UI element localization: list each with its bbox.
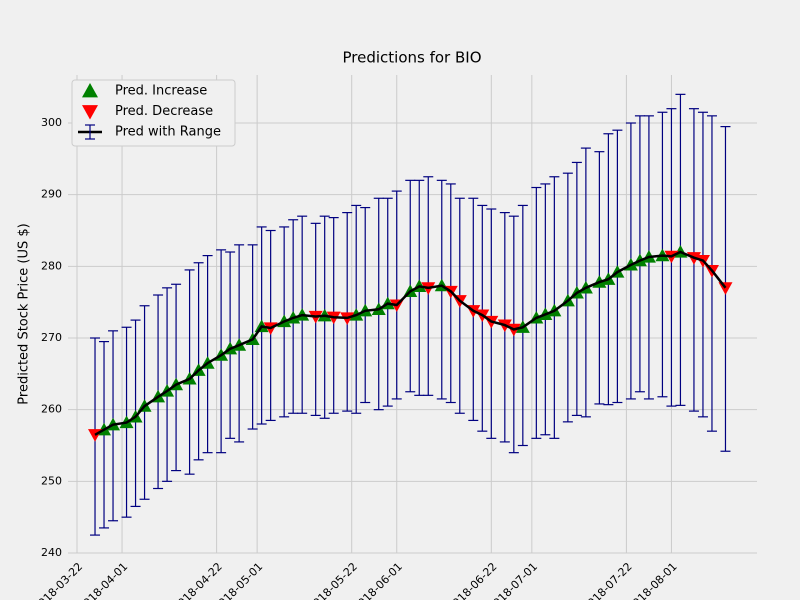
y-tick-label: 280 [41, 259, 62, 272]
prediction-line [94, 250, 727, 436]
y-tick-label: 290 [41, 188, 62, 201]
chart-title: Predictions for BIO [342, 49, 481, 67]
legend-label: Pred. Increase [115, 84, 207, 99]
error-bar [391, 190, 402, 400]
legend-box [71, 79, 236, 147]
error-bar [202, 254, 213, 454]
y-tick-label: 240 [41, 546, 62, 559]
y-tick-label: 260 [41, 403, 62, 416]
y-tick-label: 300 [41, 116, 62, 129]
error-bar [193, 262, 204, 461]
y-axis-label: Predicted Stock Price (US $) [17, 223, 32, 404]
legend-label: Pred. Decrease [115, 104, 213, 119]
legend-marker [82, 105, 98, 120]
error-bar [342, 211, 353, 412]
y-tick-label: 250 [41, 474, 62, 487]
error-bar [603, 133, 614, 406]
error-bar [171, 283, 182, 472]
legend-marker [82, 83, 98, 98]
marker [718, 282, 733, 295]
legend-label: Pred with Range [115, 125, 221, 140]
y-tick-label: 270 [41, 331, 62, 344]
